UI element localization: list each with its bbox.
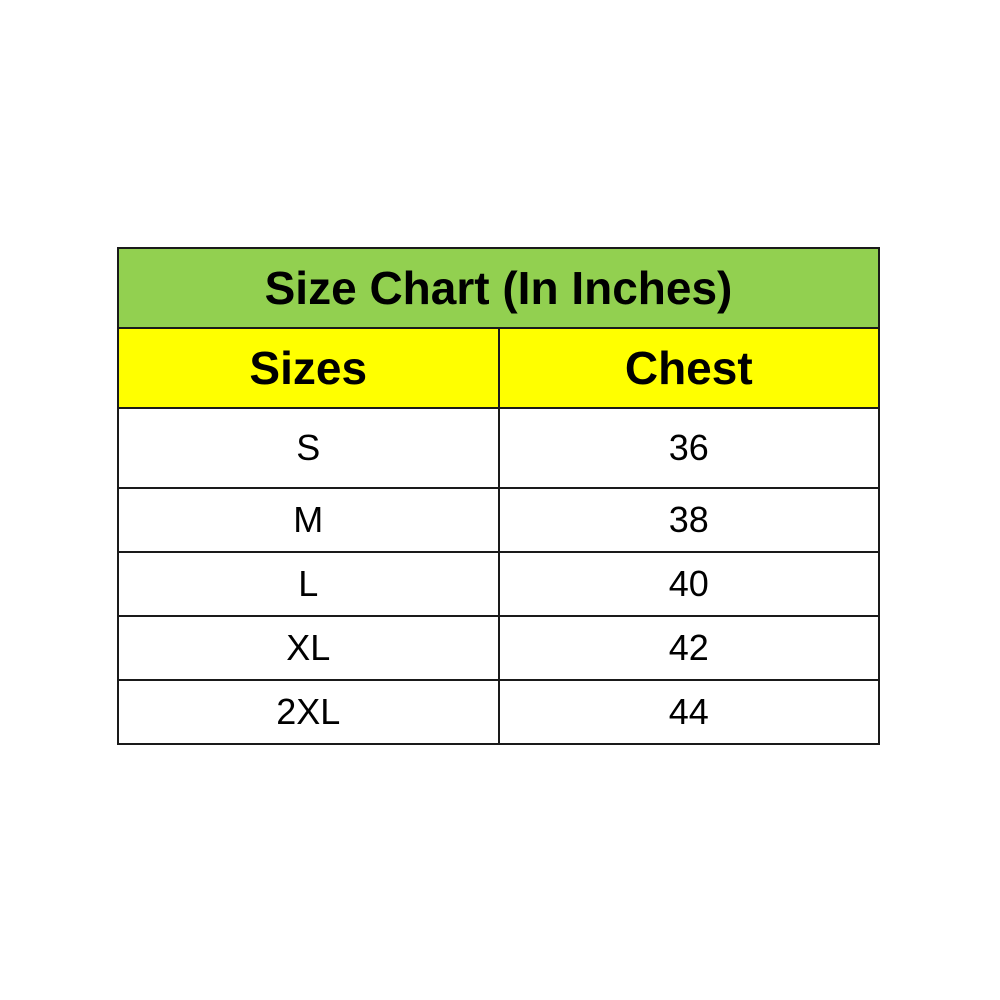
chest-cell: 42 — [497, 615, 880, 681]
size-cell: L — [117, 551, 500, 617]
size-chart-table: Size Chart (In Inches) Sizes Chest S 36 … — [117, 247, 880, 745]
chest-cell: 44 — [497, 679, 880, 745]
table-title: Size Chart (In Inches) — [117, 247, 880, 329]
chest-cell: 38 — [497, 487, 880, 553]
table-row: 2XL 44 — [117, 679, 880, 745]
chest-cell: 36 — [497, 407, 880, 489]
header-chest: Chest — [497, 327, 880, 409]
table-row: M 38 — [117, 487, 880, 553]
table-row: S 36 — [117, 407, 880, 489]
size-cell: XL — [117, 615, 500, 681]
table-row: XL 42 — [117, 615, 880, 681]
table-row: L 40 — [117, 551, 880, 617]
chest-cell: 40 — [497, 551, 880, 617]
size-cell: S — [117, 407, 500, 489]
size-cell: 2XL — [117, 679, 500, 745]
header-sizes: Sizes — [117, 327, 500, 409]
size-cell: M — [117, 487, 500, 553]
